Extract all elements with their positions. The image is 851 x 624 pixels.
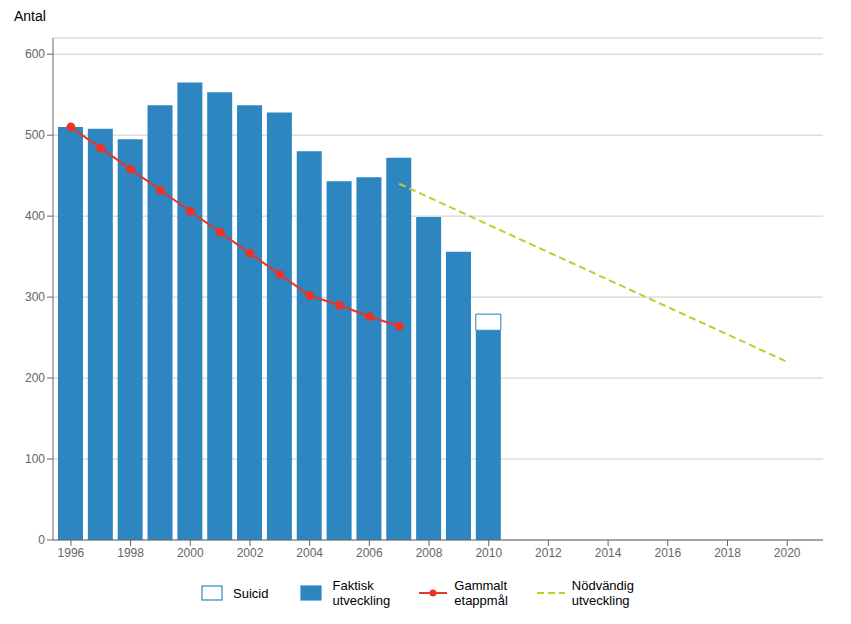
- svg-text:2018: 2018: [714, 546, 741, 560]
- svg-text:400: 400: [25, 209, 45, 223]
- svg-text:2010: 2010: [475, 546, 502, 560]
- svg-text:2008: 2008: [416, 546, 443, 560]
- svg-text:200: 200: [25, 371, 45, 385]
- svg-text:1996: 1996: [58, 546, 85, 560]
- html-text:Antal: Antal: [14, 8, 46, 24]
- svg-text:2002: 2002: [237, 546, 264, 560]
- html-text:Nödvändig: Nödvändig: [571, 578, 634, 593]
- svg-text:2000: 2000: [177, 546, 204, 560]
- html-text:etappmål: etappmål: [454, 593, 508, 608]
- svg-text:2004: 2004: [296, 546, 323, 560]
- svg-text:2012: 2012: [535, 546, 562, 560]
- html-text:utveckling: utveckling: [332, 593, 391, 608]
- svg-text:600: 600: [25, 47, 45, 61]
- svg-text:1998: 1998: [117, 546, 144, 560]
- html-text:Suicid: Suicid: [233, 585, 269, 601]
- svg-text:100: 100: [25, 452, 45, 466]
- html-text:Gammalt: Gammalt: [454, 578, 507, 593]
- html-text:utveckling: utveckling: [571, 593, 630, 608]
- svg-text:300: 300: [25, 290, 45, 304]
- svg-text:0: 0: [38, 533, 45, 547]
- svg-text:2014: 2014: [595, 546, 622, 560]
- svg-text:2020: 2020: [774, 546, 801, 560]
- html-text:Faktisk: Faktisk: [332, 578, 374, 593]
- svg-text:2006: 2006: [356, 546, 383, 560]
- svg-text:500: 500: [25, 128, 45, 142]
- svg-text:2016: 2016: [654, 546, 681, 560]
